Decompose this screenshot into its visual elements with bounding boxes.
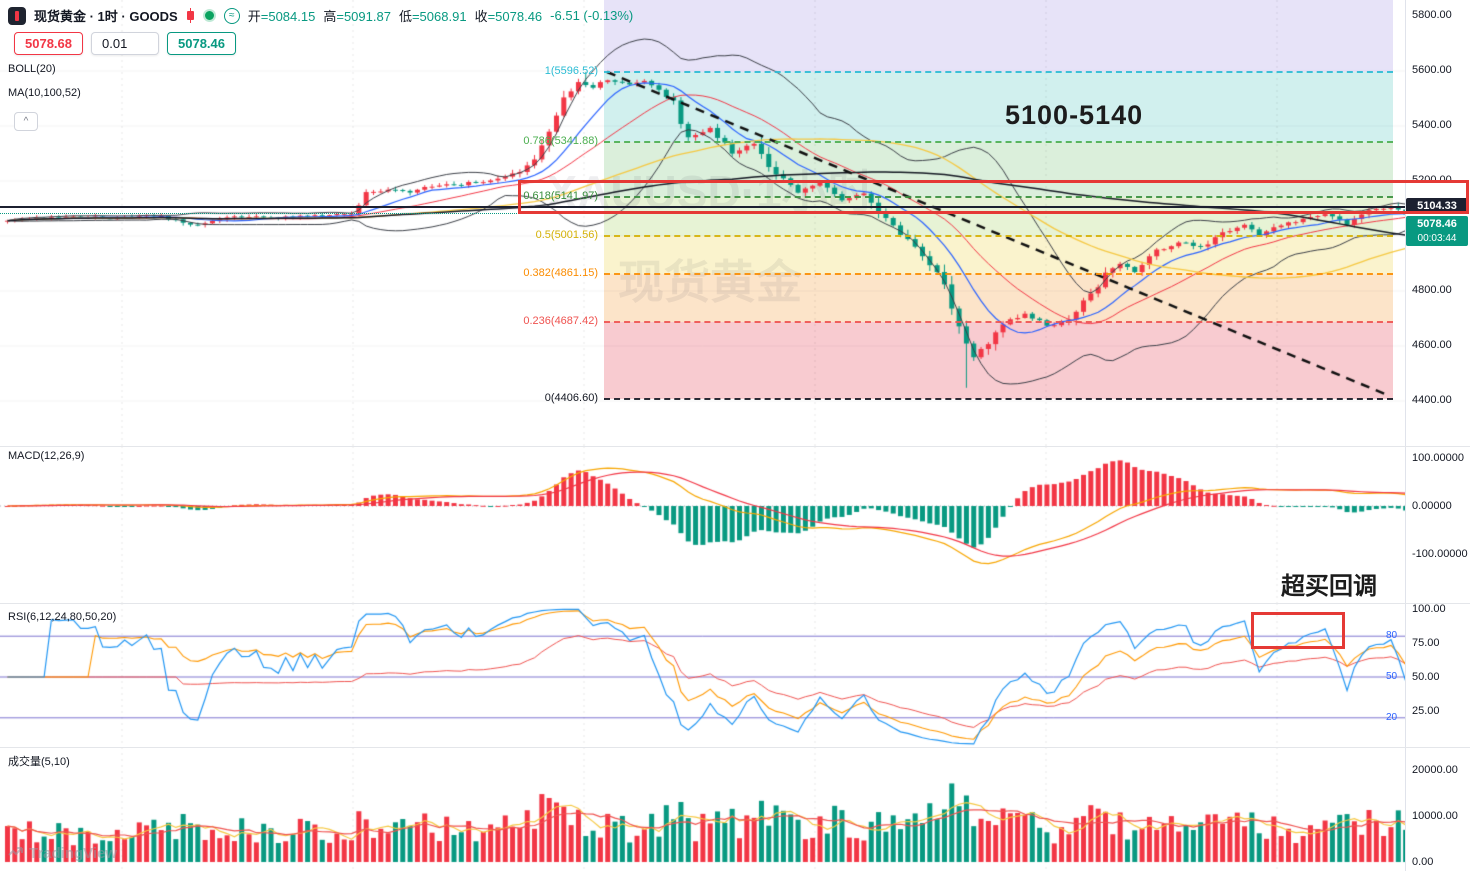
range-annotation: 5100-5140 bbox=[1005, 100, 1144, 130]
rsi-overbought-box[interactable] bbox=[1251, 612, 1345, 649]
candle-icon bbox=[186, 8, 195, 23]
macd-canvas[interactable] bbox=[0, 446, 1405, 603]
bar-countdown: 00:03:44 bbox=[1417, 233, 1457, 244]
bid-price-box[interactable]: 5078.68 bbox=[14, 32, 83, 55]
symbol-title[interactable]: 现货黄金 · 1时 · GOODS bbox=[34, 9, 178, 24]
macd-label[interactable]: MACD(12,26,9) bbox=[8, 450, 85, 462]
ask-price-box[interactable]: 5078.46 bbox=[167, 32, 236, 55]
main-chart-canvas[interactable] bbox=[0, 0, 1405, 446]
price-axis[interactable] bbox=[1405, 0, 1470, 871]
volume-label[interactable]: 成交量(5,10) bbox=[8, 756, 70, 768]
tradingview-icon bbox=[8, 846, 23, 856]
ohlc-close: 收=5078.46 bbox=[474, 9, 543, 24]
ohlc-high: 高=5091.87 bbox=[323, 9, 391, 24]
separator-macd[interactable] bbox=[0, 446, 1470, 447]
app-logo bbox=[8, 6, 26, 25]
approx-icon[interactable]: ≈ bbox=[223, 7, 240, 24]
ohlc-open: 开=5084.15 bbox=[247, 9, 316, 24]
tradingview-logo[interactable]: TradingView bbox=[8, 845, 117, 862]
resistance-zone-box[interactable] bbox=[518, 180, 1469, 214]
chart-header: 现货黄金 · 1时 · GOODS ≈ 开=5084.15 高=5091.87 … bbox=[8, 6, 633, 25]
ohlc-low: 低=5068.91 bbox=[398, 9, 467, 24]
market-status-icon[interactable] bbox=[202, 9, 216, 22]
current-price-tag: 5078.46 00:03:44 bbox=[1406, 216, 1468, 246]
boll-indicator-label[interactable]: BOLL(20) bbox=[8, 63, 56, 75]
separator-volume[interactable] bbox=[0, 747, 1470, 748]
quote-boxes: 5078.68 0.01 5078.46 bbox=[14, 32, 236, 55]
rsi-label[interactable]: RSI(6,12,24,80,50,20) bbox=[8, 611, 117, 623]
rsi-level-label: 20 bbox=[1386, 711, 1398, 723]
volume-canvas[interactable] bbox=[0, 747, 1405, 871]
rsi-canvas[interactable] bbox=[0, 603, 1405, 747]
price-tag-black: 5104.33 bbox=[1406, 198, 1468, 214]
rsi-annotation: 超买回调 bbox=[1281, 573, 1377, 600]
ma-indicator-label[interactable]: MA(10,100,52) bbox=[8, 87, 81, 99]
rsi-level-label: 50 bbox=[1386, 671, 1398, 682]
spread-box[interactable]: 0.01 bbox=[91, 32, 159, 55]
separator-rsi[interactable] bbox=[0, 603, 1470, 604]
collapse-button[interactable]: ^ bbox=[14, 112, 38, 131]
rsi-level-label: 80 bbox=[1386, 630, 1398, 642]
price-change: -6.51 (-0.13%) bbox=[550, 8, 634, 23]
